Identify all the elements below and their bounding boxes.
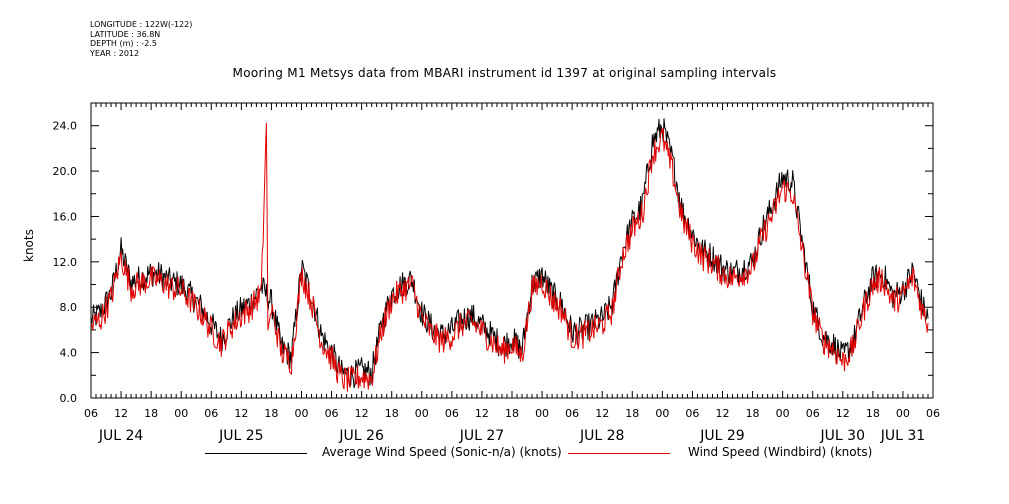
- depth-text: DEPTH (m) : -2.5: [90, 39, 157, 48]
- legend-label-windbird: Wind Speed (Windbird) (knots): [688, 445, 873, 459]
- x-tick-label: 12: [234, 407, 248, 420]
- x-tick-label: 00: [896, 407, 910, 420]
- data-series: [90, 118, 929, 392]
- x-tick-label: 00: [295, 407, 309, 420]
- longitude-text: LONGITUDE : 122W(-122): [90, 20, 193, 29]
- y-tick-label: 12.0: [53, 256, 78, 269]
- x-day-label: JUL 31: [880, 428, 925, 444]
- series-line-windbird: [90, 122, 929, 392]
- year-text: YEAR : 2012: [90, 48, 140, 58]
- x-tick-label: 18: [866, 407, 880, 420]
- x-tick-label: 00: [174, 407, 188, 420]
- x-tick-label: 18: [505, 407, 519, 420]
- y-tick-label: 20.0: [53, 165, 78, 178]
- x-tick-label: 06: [204, 407, 218, 420]
- x-tick-label: 00: [655, 407, 669, 420]
- x-tick-label: 00: [415, 407, 429, 420]
- x-day-label: JUL 24: [98, 428, 144, 444]
- legend-swatch-windbird: [568, 453, 670, 454]
- latitude-text: LATITUDE : 36.8N: [90, 29, 161, 39]
- y-axis-label: knots: [22, 229, 36, 262]
- legend-swatch-sonic: [205, 453, 307, 454]
- y-tick-label: 4.0: [60, 347, 78, 360]
- x-day-label: JUL 27: [459, 428, 504, 444]
- x-day-label: JUL 28: [579, 428, 624, 444]
- x-day-label: JUL 29: [699, 428, 744, 444]
- x-tick-label: 18: [385, 407, 399, 420]
- x-tick-label: 06: [445, 407, 459, 420]
- axis-labels: 0.0 4.0 8.0 12.0 16.0 20.0 24.0 06 12 18 00 06 12 18 0…: [53, 120, 941, 444]
- x-tick-label: 06: [685, 407, 699, 420]
- x-day-label: JUL 30: [820, 428, 865, 444]
- x-tick-label: 12: [475, 407, 489, 420]
- x-tick-label: 00: [535, 407, 549, 420]
- x-tick-label: 12: [716, 407, 730, 420]
- x-tick-label: 18: [264, 407, 278, 420]
- x-day-label: JUL 26: [338, 428, 384, 444]
- legend: Average Wind Speed (Sonic-n/a) (knots) W…: [0, 444, 1009, 464]
- x-tick-label: 00: [776, 407, 790, 420]
- x-tick-label: 18: [144, 407, 158, 420]
- x-tick-label: 12: [595, 407, 609, 420]
- x-tick-label: 06: [325, 407, 339, 420]
- x-tick-label: 18: [625, 407, 639, 420]
- x-tick-label: 18: [746, 407, 760, 420]
- metadata-block: LONGITUDE : 122W(-122) LATITUDE : 36.8N …: [90, 20, 192, 58]
- axis-ticks: [90, 102, 934, 399]
- x-tick-label: 06: [565, 407, 579, 420]
- x-tick-label: 12: [836, 407, 850, 420]
- chart-title: Mooring M1 Metsys data from MBARI instru…: [232, 66, 777, 80]
- legend-label-sonic: Average Wind Speed (Sonic-n/a) (knots): [322, 445, 562, 459]
- x-tick-label: 12: [355, 407, 369, 420]
- x-tick-label: 06: [84, 407, 98, 420]
- x-tick-label: 12: [114, 407, 128, 420]
- y-tick-label: 16.0: [53, 210, 78, 223]
- y-tick-label: 8.0: [60, 301, 78, 314]
- x-tick-label: 06: [806, 407, 820, 420]
- y-tick-label: 0.0: [60, 392, 78, 405]
- x-tick-label: 06: [926, 407, 940, 420]
- x-day-label: JUL 25: [218, 428, 263, 444]
- y-tick-label: 24.0: [53, 120, 78, 133]
